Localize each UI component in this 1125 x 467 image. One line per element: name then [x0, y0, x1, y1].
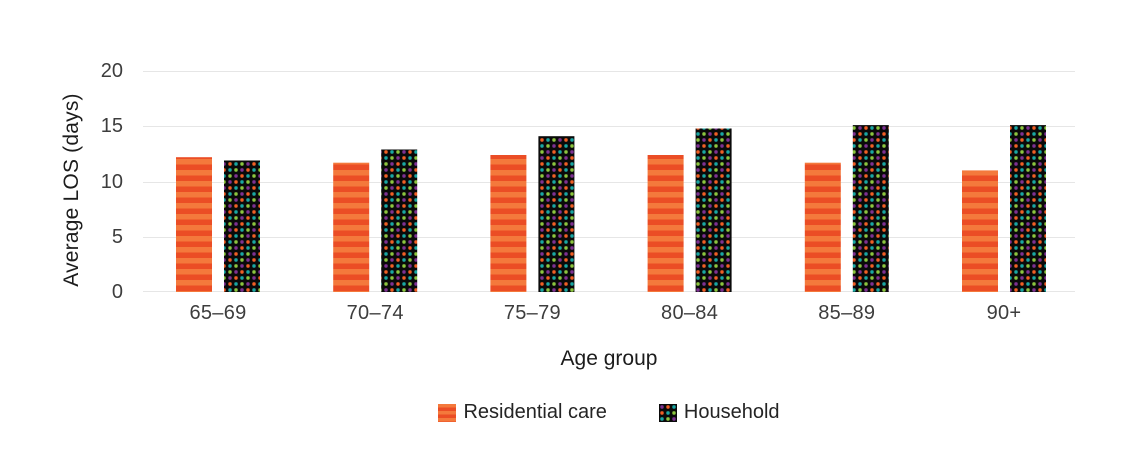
x-tick-label-2: 75–79 [503, 302, 561, 324]
bar-household-3 [695, 128, 732, 292]
bar-residential-care-1 [333, 162, 370, 292]
x-tick-label-3: 80–84 [661, 302, 719, 324]
legend-label-household: Household [683, 401, 780, 423]
bar-residential-care-5 [962, 170, 998, 292]
y-tick-label-10: 10 [100, 170, 123, 193]
y-tick-label-15: 15 [100, 115, 123, 138]
bar-residential-care-3 [647, 155, 684, 292]
bar-residential-care-0 [176, 157, 212, 292]
legend-label-residential-care: Residential care [463, 401, 607, 423]
bar-household-1 [381, 149, 418, 292]
y-tick-label-5: 5 [111, 225, 123, 248]
gridline-10 [143, 181, 1075, 183]
residential-care-swatch-icon [438, 403, 457, 422]
y-tick-label-20: 20 [100, 60, 123, 82]
legend-item-residential-care: Residential care [438, 401, 607, 424]
gridline-5 [143, 236, 1075, 238]
bar-household-0 [224, 160, 260, 292]
x-axis-title: Age group [560, 347, 658, 370]
x-tick-label-1: 70–74 [346, 302, 404, 324]
bars-layer [176, 125, 1046, 292]
legend-item-household: Household [658, 401, 780, 424]
gridline-20 [143, 71, 1075, 72]
household-swatch-icon [658, 403, 677, 422]
bar-household-2 [538, 136, 575, 292]
bar-household-4 [852, 125, 889, 292]
bar-household-5 [1010, 125, 1046, 292]
gridline-15 [143, 126, 1075, 128]
x-tick-label-5: 90+ [986, 302, 1022, 324]
x-tick-label-4: 85–89 [818, 302, 876, 324]
plot-area [143, 71, 1075, 292]
bar-residential-care-2 [490, 155, 527, 292]
bar-residential-care-4 [804, 162, 841, 292]
gridline-0 [143, 291, 1075, 292]
y-tick-label-0: 0 [111, 281, 123, 303]
legend: Residential care Household [143, 401, 1075, 424]
x-tick-label-0: 65–69 [189, 302, 247, 324]
